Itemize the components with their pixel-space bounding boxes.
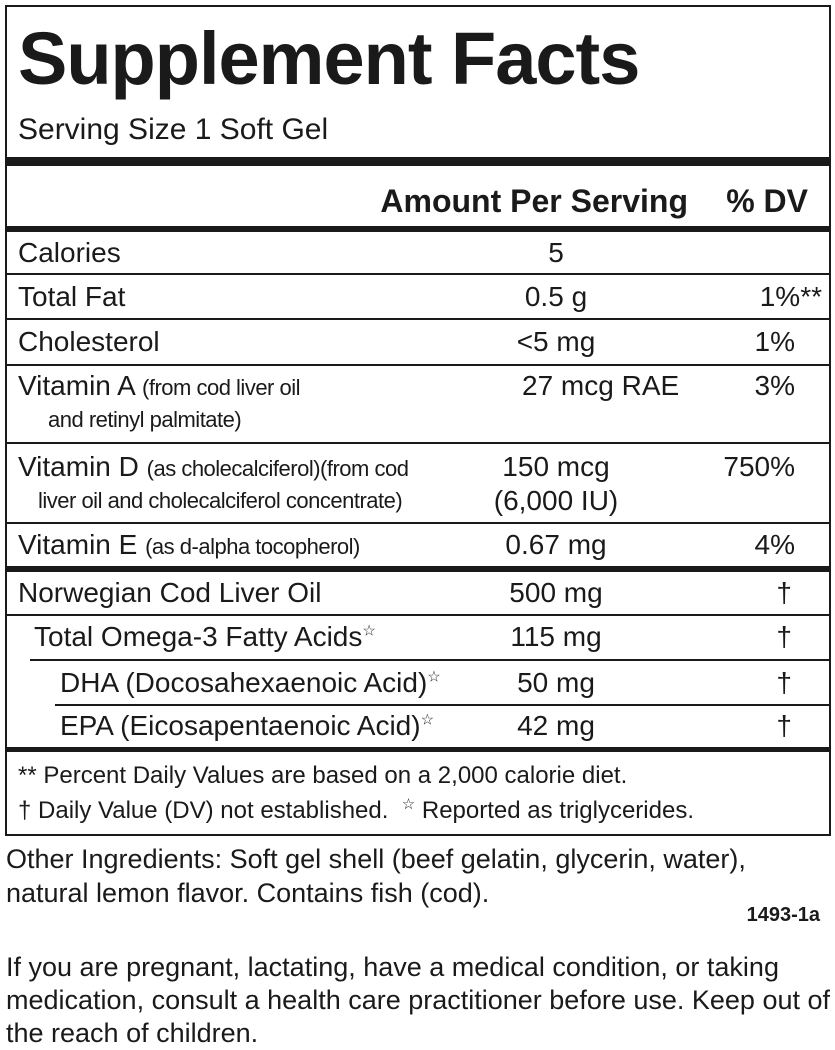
footnote: † Daily Value (DV) not established. ☆ Re… bbox=[18, 797, 694, 823]
amount: 27 mcg RAE bbox=[522, 370, 680, 401]
amount: 500 mg bbox=[509, 577, 603, 608]
name: DHA (Docosahexaenoic Acid) bbox=[60, 667, 428, 698]
star: ☆ bbox=[420, 711, 435, 729]
note: (from cod liver oil bbox=[142, 375, 300, 400]
daily-value: † bbox=[776, 667, 792, 698]
rule bbox=[7, 364, 829, 366]
amount: <5 mg bbox=[516, 326, 596, 357]
ingredient-name: DHA (Docosahexaenoic Acid)☆ bbox=[60, 669, 441, 697]
name: Norwegian Cod Liver Oil bbox=[18, 577, 322, 608]
star: ☆ bbox=[427, 668, 441, 686]
note: (as cholecalciferol)(from cod bbox=[146, 456, 409, 481]
note: (as d-alpha tocopherol) bbox=[145, 534, 360, 559]
daily-value: † bbox=[776, 577, 792, 608]
rule bbox=[30, 659, 829, 661]
name: Total Fat bbox=[18, 281, 126, 312]
serving-size: Serving Size 1 Soft Gel bbox=[18, 113, 329, 146]
rule bbox=[7, 226, 829, 232]
daily-value: † bbox=[776, 710, 792, 741]
name: Cholesterol bbox=[18, 326, 160, 357]
footnote: ** Percent Daily Values are based on a 2… bbox=[18, 762, 628, 789]
name: EPA (Eicosapentaenoic Acid) bbox=[60, 710, 421, 741]
amount: 150 mcg bbox=[502, 451, 610, 482]
rule bbox=[7, 318, 829, 320]
daily-value: 1%** bbox=[759, 281, 822, 312]
nutrient-name: Total Fat bbox=[18, 283, 125, 311]
amount: 5 bbox=[548, 237, 564, 268]
name: Vitamin A bbox=[18, 370, 135, 401]
ingredient-name: EPA (Eicosapentaenoic Acid)☆ bbox=[60, 712, 434, 740]
amount: 42 mg bbox=[517, 710, 595, 741]
rule bbox=[7, 614, 829, 616]
nutrient-name: Cholesterol bbox=[18, 328, 160, 356]
other-ingredients: Other Ingredients: Soft gel shell (beef … bbox=[6, 844, 746, 908]
name: Vitamin D bbox=[18, 451, 139, 482]
rule bbox=[7, 273, 829, 275]
rule bbox=[7, 157, 829, 166]
rule bbox=[7, 442, 829, 444]
name: Vitamin E bbox=[18, 529, 138, 560]
footnote-text: † Daily Value (DV) not established. bbox=[18, 797, 389, 824]
daily-value: 750% bbox=[723, 451, 795, 482]
facts-box bbox=[5, 5, 831, 836]
rule bbox=[55, 704, 829, 706]
column-head: Amount Per Serving bbox=[380, 183, 688, 219]
amount: 0.67 mg bbox=[505, 529, 607, 560]
note-line: and retinyl palmitate) bbox=[48, 407, 242, 432]
warning: If you are pregnant, lactating, have a m… bbox=[6, 952, 831, 1048]
ingredient-name: Total Omega-3 Fatty Acids☆ bbox=[34, 623, 376, 651]
star: ☆ bbox=[362, 622, 376, 640]
rule bbox=[7, 747, 829, 752]
title: Supplement Facts bbox=[18, 17, 640, 100]
star: ☆ bbox=[401, 796, 416, 813]
amount: (6,000 IU) bbox=[493, 485, 619, 516]
amount: 50 mg bbox=[517, 667, 595, 698]
amount: 115 mg bbox=[510, 621, 602, 652]
name: Calories bbox=[18, 237, 121, 268]
rule bbox=[7, 566, 829, 572]
product-code: 1493-1a bbox=[746, 904, 820, 926]
nutrient-name: Vitamin A (from cod liver oil bbox=[18, 372, 300, 400]
amount: 0.5 g bbox=[524, 281, 588, 312]
daily-value: † bbox=[776, 621, 792, 652]
nutrient-name: Calories bbox=[18, 239, 121, 267]
daily-value: 4% bbox=[754, 529, 795, 560]
nutrient-name: Vitamin D (as cholecalciferol)(from cod bbox=[18, 451, 409, 482]
ingredient-name: Norwegian Cod Liver Oil bbox=[18, 579, 321, 607]
daily-value: 3% bbox=[754, 370, 795, 401]
column-head: % DV bbox=[726, 183, 808, 219]
daily-value: 1% bbox=[754, 326, 795, 357]
note-line: liver oil and cholecalciferol concentrat… bbox=[38, 488, 403, 513]
footnote-text: Reported as triglycerides. bbox=[421, 797, 694, 824]
nutrient-name: Vitamin E (as d-alpha tocopherol) bbox=[18, 531, 360, 559]
rule bbox=[7, 522, 829, 524]
name: Total Omega-3 Fatty Acids bbox=[34, 621, 363, 652]
